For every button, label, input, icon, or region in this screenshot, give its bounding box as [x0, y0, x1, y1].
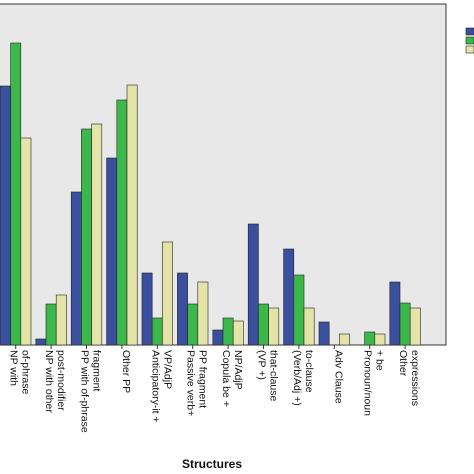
bar	[126, 84, 138, 346]
x-tick-label: to-clause	[303, 350, 315, 393]
bar	[116, 99, 128, 346]
bar	[293, 274, 305, 346]
bar	[197, 281, 209, 346]
x-tick-label: Passive verb+	[185, 350, 197, 416]
x-tick-label: of-phrase	[20, 350, 32, 395]
bar	[20, 137, 32, 346]
x-tick-label: Anticipatory-it +	[149, 350, 161, 423]
x-tick-label: (Verb/Adj +)	[291, 350, 303, 406]
bar	[303, 307, 315, 346]
bar	[212, 329, 224, 346]
bar	[151, 317, 163, 346]
x-tick-label: Adv Clause	[332, 350, 344, 404]
x-tick-label: NP/AdjP	[232, 350, 244, 390]
bar	[374, 333, 386, 346]
x-tick-label: (VP +)	[256, 350, 268, 380]
bar	[0, 85, 11, 346]
bar	[409, 307, 421, 346]
bar	[247, 223, 259, 346]
bar	[339, 333, 350, 346]
x-tick-label: NP with other	[43, 350, 55, 413]
bar	[389, 281, 401, 346]
x-tick-label: + be	[374, 350, 386, 371]
bar	[106, 157, 118, 346]
bar	[35, 338, 47, 346]
x-tick-label: NP with	[8, 350, 20, 386]
bar	[91, 123, 103, 346]
bar	[70, 191, 82, 346]
x-tick-label: Copula be +	[220, 350, 232, 407]
plot-area	[0, 3, 447, 346]
bar	[283, 248, 295, 346]
bar	[10, 42, 22, 346]
bar	[141, 272, 153, 346]
x-tick-label: Other	[397, 350, 409, 377]
bar	[187, 303, 199, 346]
bar	[364, 331, 376, 346]
bar	[81, 128, 92, 346]
x-tick-label: PP fragment	[197, 350, 209, 408]
legend-swatch	[465, 27, 474, 36]
x-tick-label: Other PP	[120, 350, 132, 393]
bar	[232, 320, 244, 346]
bar	[222, 317, 234, 346]
x-tick-label: VP/AdjP	[161, 350, 173, 389]
bar	[258, 303, 269, 346]
bar	[162, 241, 173, 346]
bar	[399, 302, 411, 346]
x-tick-label: Pronoun/noun	[362, 350, 374, 416]
bar	[45, 303, 57, 346]
bar	[268, 307, 280, 346]
bar	[318, 321, 330, 346]
x-tick-label: PP with of-phrase	[79, 350, 91, 433]
x-tick-label: that-clause	[268, 350, 280, 402]
x-axis-label: Structures	[182, 457, 242, 471]
x-tick-label: expressions	[409, 350, 421, 406]
legend-swatch	[465, 36, 474, 45]
bar	[177, 272, 188, 346]
x-tick-label: fragment	[91, 350, 103, 392]
legend-swatch	[465, 45, 474, 54]
bar	[55, 294, 67, 346]
x-tick-label: post-modifier	[55, 350, 67, 411]
